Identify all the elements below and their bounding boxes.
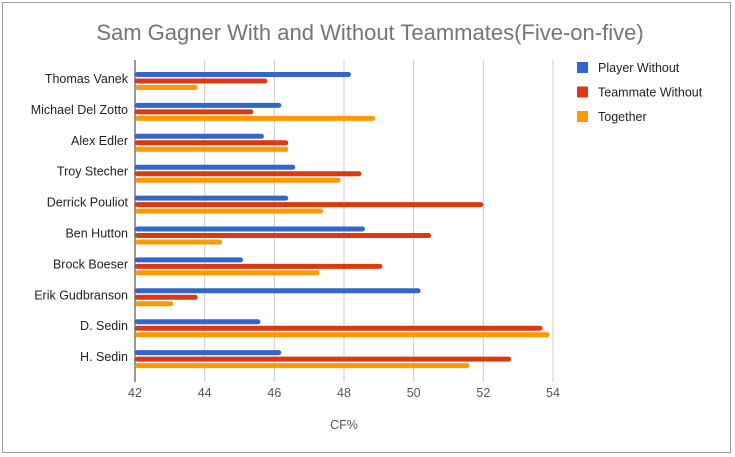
- bar-teammate-without: [135, 294, 198, 300]
- x-tick-label: 54: [546, 386, 560, 400]
- bar-player-without: [135, 288, 421, 294]
- x-tick-label: 50: [407, 386, 421, 400]
- x-tick-label: 44: [198, 386, 212, 400]
- bar-together: [135, 301, 174, 307]
- legend-label: Player Without: [598, 61, 680, 75]
- bar-together: [135, 115, 376, 121]
- legend-label: Together: [598, 110, 647, 124]
- chart-title: Sam Gagner With and Without Teammates(Fi…: [96, 20, 644, 45]
- bar-player-without: [135, 102, 282, 108]
- bar-together: [135, 177, 341, 183]
- x-tick-label: 46: [267, 386, 281, 400]
- bar-together: [135, 270, 320, 276]
- bar-player-without: [135, 319, 261, 325]
- x-tick-label: 48: [337, 386, 351, 400]
- bar-player-without: [135, 133, 264, 139]
- y-category-label: Brock Boeser: [53, 257, 128, 271]
- bar-together: [135, 146, 289, 152]
- legend-label: Teammate Without: [598, 86, 703, 100]
- bar-teammate-without: [135, 109, 254, 115]
- bar-teammate-without: [135, 78, 268, 84]
- x-tick-label: 42: [128, 386, 142, 400]
- legend-swatch: [577, 111, 588, 122]
- bar-together: [135, 363, 470, 369]
- bar-player-without: [135, 72, 351, 77]
- y-category-label: Erik Gudbranson: [34, 288, 128, 302]
- y-category-label: H. Sedin: [80, 350, 128, 364]
- bar-teammate-without: [135, 171, 362, 177]
- bar-teammate-without: [135, 233, 432, 238]
- y-category-label: Derrick Pouliot: [47, 196, 129, 210]
- x-axis-label: CF%: [330, 418, 358, 432]
- y-category-label: D. Sedin: [80, 319, 128, 333]
- y-category-label: Michael Del Zotto: [31, 103, 128, 117]
- bar-player-without: [135, 164, 296, 170]
- bar-together: [135, 239, 223, 245]
- bar-together: [135, 208, 324, 214]
- bar-player-without: [135, 257, 243, 263]
- bar-player-without: [135, 226, 365, 232]
- bar-teammate-without: [135, 202, 484, 208]
- legend-swatch: [577, 62, 588, 73]
- y-category-label: Thomas Vanek: [45, 72, 129, 86]
- y-category-label: Alex Edler: [71, 134, 128, 148]
- bar-together: [135, 85, 198, 90]
- x-tick-label: 52: [476, 386, 490, 400]
- chart-frame: [2, 2, 731, 453]
- legend-swatch: [577, 86, 588, 98]
- bar-together: [135, 332, 550, 338]
- bar-player-without: [135, 195, 289, 201]
- bar-teammate-without: [135, 140, 289, 146]
- y-category-label: Ben Hutton: [65, 227, 128, 241]
- y-category-label: Troy Stecher: [57, 165, 128, 179]
- bar-teammate-without: [135, 263, 383, 269]
- bar-teammate-without: [135, 325, 543, 331]
- bar-player-without: [135, 350, 282, 356]
- bar-teammate-without: [135, 356, 512, 362]
